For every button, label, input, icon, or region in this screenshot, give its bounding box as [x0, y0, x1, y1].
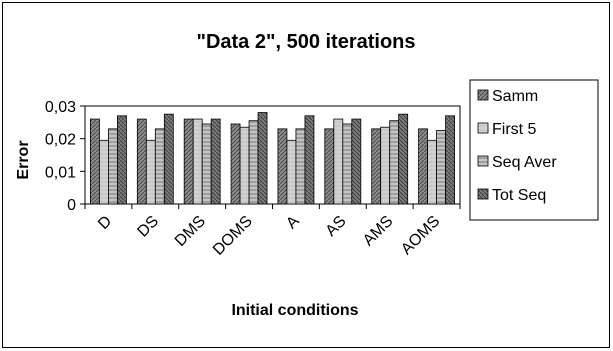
bar: [136, 118, 147, 205]
bar: [304, 115, 315, 205]
bar: [239, 126, 250, 205]
bar: [277, 128, 288, 205]
x-tick-label: AOMS: [398, 213, 443, 258]
y-axis-title: Error: [15, 140, 32, 179]
legend-swatch: [477, 155, 489, 167]
bar: [351, 118, 362, 205]
legend-label: Samm: [492, 88, 538, 105]
x-tick-label: D: [95, 213, 115, 233]
x-tick-label: A: [283, 213, 303, 233]
legend-swatch: [477, 89, 489, 101]
bar: [248, 120, 259, 205]
plot-area: 0 0,01 0,02 0,03 D DS DMS DOMS A AS AMS AOMS: [45, 99, 461, 259]
y-tick-label: 0,03: [45, 99, 76, 116]
y-tick-label: 0,01: [45, 164, 76, 181]
x-tick-label: DS: [134, 213, 162, 241]
bar: [192, 118, 203, 205]
legend-label: Seq Aver: [492, 154, 557, 171]
y-tick-label: 0,02: [45, 132, 76, 149]
bar: [333, 118, 344, 205]
x-axis-title: Initial conditions: [231, 302, 358, 319]
x-tick-label: DOMS: [210, 213, 256, 259]
bar: [99, 139, 109, 205]
legend-label: First 5: [492, 121, 537, 138]
bar: [183, 118, 194, 205]
bar: [398, 113, 409, 205]
bar: [230, 123, 241, 205]
bar: [108, 128, 118, 205]
bar: [418, 128, 428, 205]
bar: [324, 128, 335, 205]
bar: [427, 139, 437, 205]
y-tick-label: 0: [67, 197, 76, 214]
legend: Samm First 5 Seq Aver Tot Seq: [469, 79, 599, 221]
bar: [286, 139, 297, 205]
bar: [154, 128, 165, 205]
bar: [436, 130, 446, 205]
bar: [295, 128, 306, 205]
legend-swatch: [477, 122, 489, 134]
bar: [201, 123, 212, 205]
chart-title: "Data 2", 500 iterations: [196, 31, 415, 53]
bar: [342, 123, 353, 205]
bar: [380, 126, 391, 205]
legend-label: Tot Seq: [492, 187, 546, 204]
x-tick-label: DMS: [172, 213, 209, 250]
legend-swatch: [477, 188, 489, 200]
bar: [389, 120, 400, 205]
bar: [117, 115, 127, 205]
bar: [257, 112, 268, 205]
bar: [210, 118, 221, 205]
x-tick-label: AS: [323, 213, 350, 240]
bar: [145, 139, 156, 205]
x-tick-label: AMS: [360, 213, 397, 250]
bar: [163, 113, 174, 205]
legend-box: [469, 79, 599, 221]
bar: [445, 115, 455, 205]
bar: [371, 128, 382, 205]
bar: [90, 118, 100, 205]
